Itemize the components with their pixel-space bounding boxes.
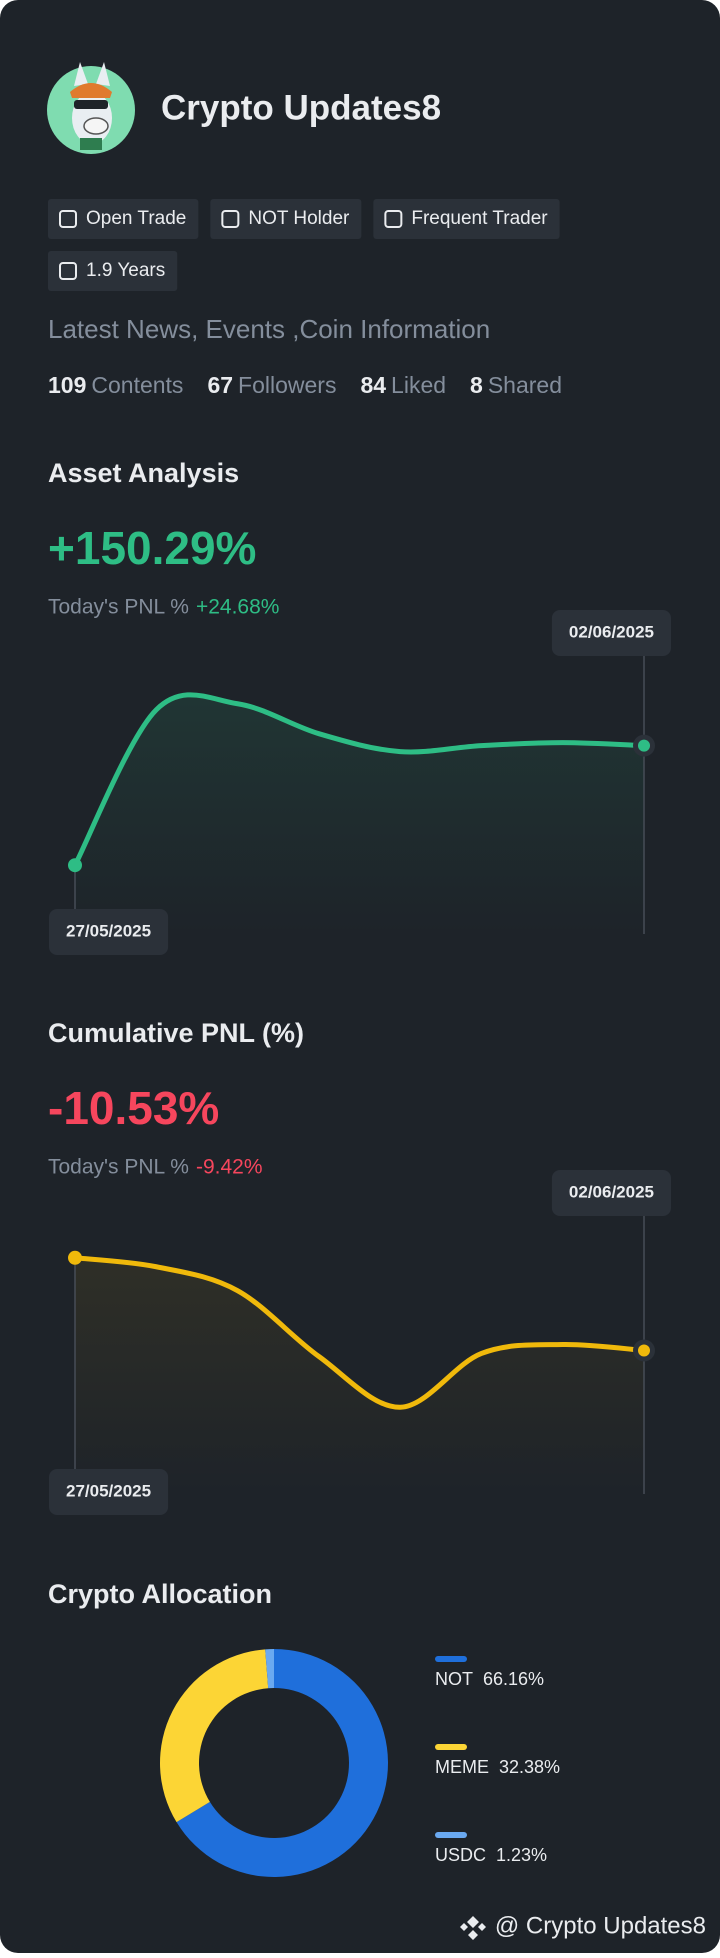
pnl-value: +24.68% xyxy=(196,596,280,619)
date-label: 02/06/2025 xyxy=(569,1182,654,1201)
tag-chip: NOT Holder xyxy=(210,199,362,239)
tag-chip: 1.9 Years xyxy=(48,251,178,291)
stat-value: 8 xyxy=(470,372,483,398)
avatar xyxy=(47,62,135,154)
pnl-label: Today's PNL % xyxy=(48,1156,189,1179)
line xyxy=(72,692,647,868)
start-dot xyxy=(68,858,82,873)
date-label: 27/05/2025 xyxy=(66,1481,151,1500)
donut-slice xyxy=(265,1649,274,1689)
tooltip-bg xyxy=(551,610,671,656)
date-label: 27/05/2025 xyxy=(66,921,151,940)
tag-chip: Frequent Trader xyxy=(373,199,560,239)
footer: @ Crypto Updates8 xyxy=(460,1912,706,1940)
legend-value: 66.16% xyxy=(483,1669,544,1689)
date-label: 02/06/2025 xyxy=(569,622,654,641)
legend-swatch xyxy=(435,1832,467,1838)
tag-icon xyxy=(59,262,77,280)
stat-label: Liked xyxy=(391,372,446,398)
start-dot xyxy=(68,1250,82,1265)
tag-label: 1.9 Years xyxy=(86,260,165,281)
line xyxy=(72,1255,647,1410)
date-tooltip: 02/06/2025 xyxy=(551,610,671,656)
section-title: Cumulative PNL (%) xyxy=(48,1018,304,1048)
tag-icon xyxy=(59,210,77,228)
legend-swatch xyxy=(435,1744,467,1750)
stat-value: 84 xyxy=(360,372,386,398)
tag-bg xyxy=(48,251,178,291)
tag-label: NOT Holder xyxy=(248,208,350,229)
headline: +150.29% xyxy=(48,522,256,574)
legend-swatch xyxy=(435,1656,467,1662)
tag-bg xyxy=(210,199,362,239)
legend-value: 32.38% xyxy=(499,1757,560,1777)
headline: -10.53% xyxy=(48,1082,219,1134)
line-area xyxy=(75,694,644,934)
stat-label: Followers xyxy=(238,372,336,398)
tag-icon xyxy=(384,210,403,228)
tag-label: Open Trade xyxy=(86,208,186,229)
donut-slice xyxy=(176,1649,388,1877)
legend-value: 1.23% xyxy=(496,1845,547,1865)
pnl-value: -9.42% xyxy=(196,1156,263,1179)
line-area xyxy=(75,1257,644,1494)
stat-value: 109 xyxy=(48,372,86,398)
end-dot xyxy=(638,739,650,752)
date-tooltip: 02/06/2025 xyxy=(551,1170,671,1216)
legend-label: NOT xyxy=(435,1669,473,1689)
profile-name: Crypto Updates8 xyxy=(161,88,441,127)
tag-label: Frequent Trader xyxy=(411,208,548,229)
date-tooltip: 27/05/2025 xyxy=(49,1469,169,1515)
stat-label: Shared xyxy=(488,372,562,398)
tag-chip: Open Trade xyxy=(48,199,199,239)
section-title: Asset Analysis xyxy=(48,458,239,488)
donut-slice xyxy=(160,1649,269,1823)
pnl-label: Today's PNL % xyxy=(48,596,189,619)
tag-bg xyxy=(48,199,199,239)
tooltip-bg xyxy=(49,1469,169,1515)
tag-bg xyxy=(373,199,560,239)
legend-label: MEME xyxy=(435,1757,489,1777)
stat-label: Contents xyxy=(91,372,183,398)
footer-text: @ Crypto Updates8 xyxy=(495,1912,706,1939)
tag-icon xyxy=(221,210,240,228)
section-title: Crypto Allocation xyxy=(48,1579,272,1609)
date-tooltip: 27/05/2025 xyxy=(49,909,169,955)
end-dot xyxy=(638,1344,650,1357)
legend-label: USDC xyxy=(435,1845,486,1865)
bio: Latest News, Events ,Coin Information xyxy=(48,314,490,344)
tooltip-bg xyxy=(551,1170,671,1216)
stat-value: 67 xyxy=(207,372,233,398)
tooltip-bg xyxy=(49,909,169,955)
